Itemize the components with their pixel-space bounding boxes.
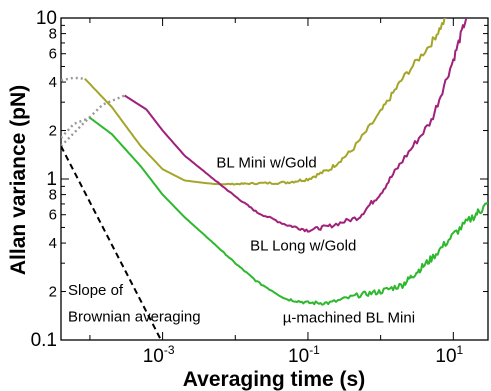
series-line [89,117,488,306]
dotted-extension-line [61,76,85,82]
brownian-slope-line [61,145,162,340]
annotation-label: µ-machined BL Mini [283,310,415,327]
y-tick-label: 8 [49,26,57,43]
y-tick-label: 0.1 [31,330,57,351]
dotted-extension-line [61,94,126,147]
annotation-label: Brownian averaging [68,309,201,326]
x-tick-labels: 10-3 10-1 101 [143,343,464,367]
y-axis-title: Allan variance (pN) [7,85,30,275]
y-tick-label: 8 [49,187,57,204]
series-line [84,18,447,186]
y-tick-label: 1 [46,169,57,190]
y-tick-label: 4 [49,235,57,252]
y-tick-label: 10 [36,8,57,29]
x-tick-label: 10-3 [143,343,175,367]
y-tick-label: 2 [49,123,57,140]
y-tick-label: 2 [49,284,57,301]
x-tick-label: 101 [435,343,463,367]
x-tick-label: 10-1 [288,343,320,367]
data-lines [61,18,488,340]
annotation-label: BL Mini w/Gold [216,154,316,171]
y-tick-label: 4 [49,74,57,91]
annotation-label: BL Long w/Gold [250,237,356,254]
dotted-extension-line [61,116,91,139]
y-tick-label: 6 [49,207,57,224]
axis-ticks [61,17,488,341]
series-line [124,18,468,233]
annotations: BL Mini w/Gold BL Long w/Gold µ-machined B… [68,154,415,326]
y-tick-label: 6 [49,46,57,63]
annotation-label: Slope of [68,282,124,299]
x-axis-title: Averaging time (s) [183,368,365,391]
